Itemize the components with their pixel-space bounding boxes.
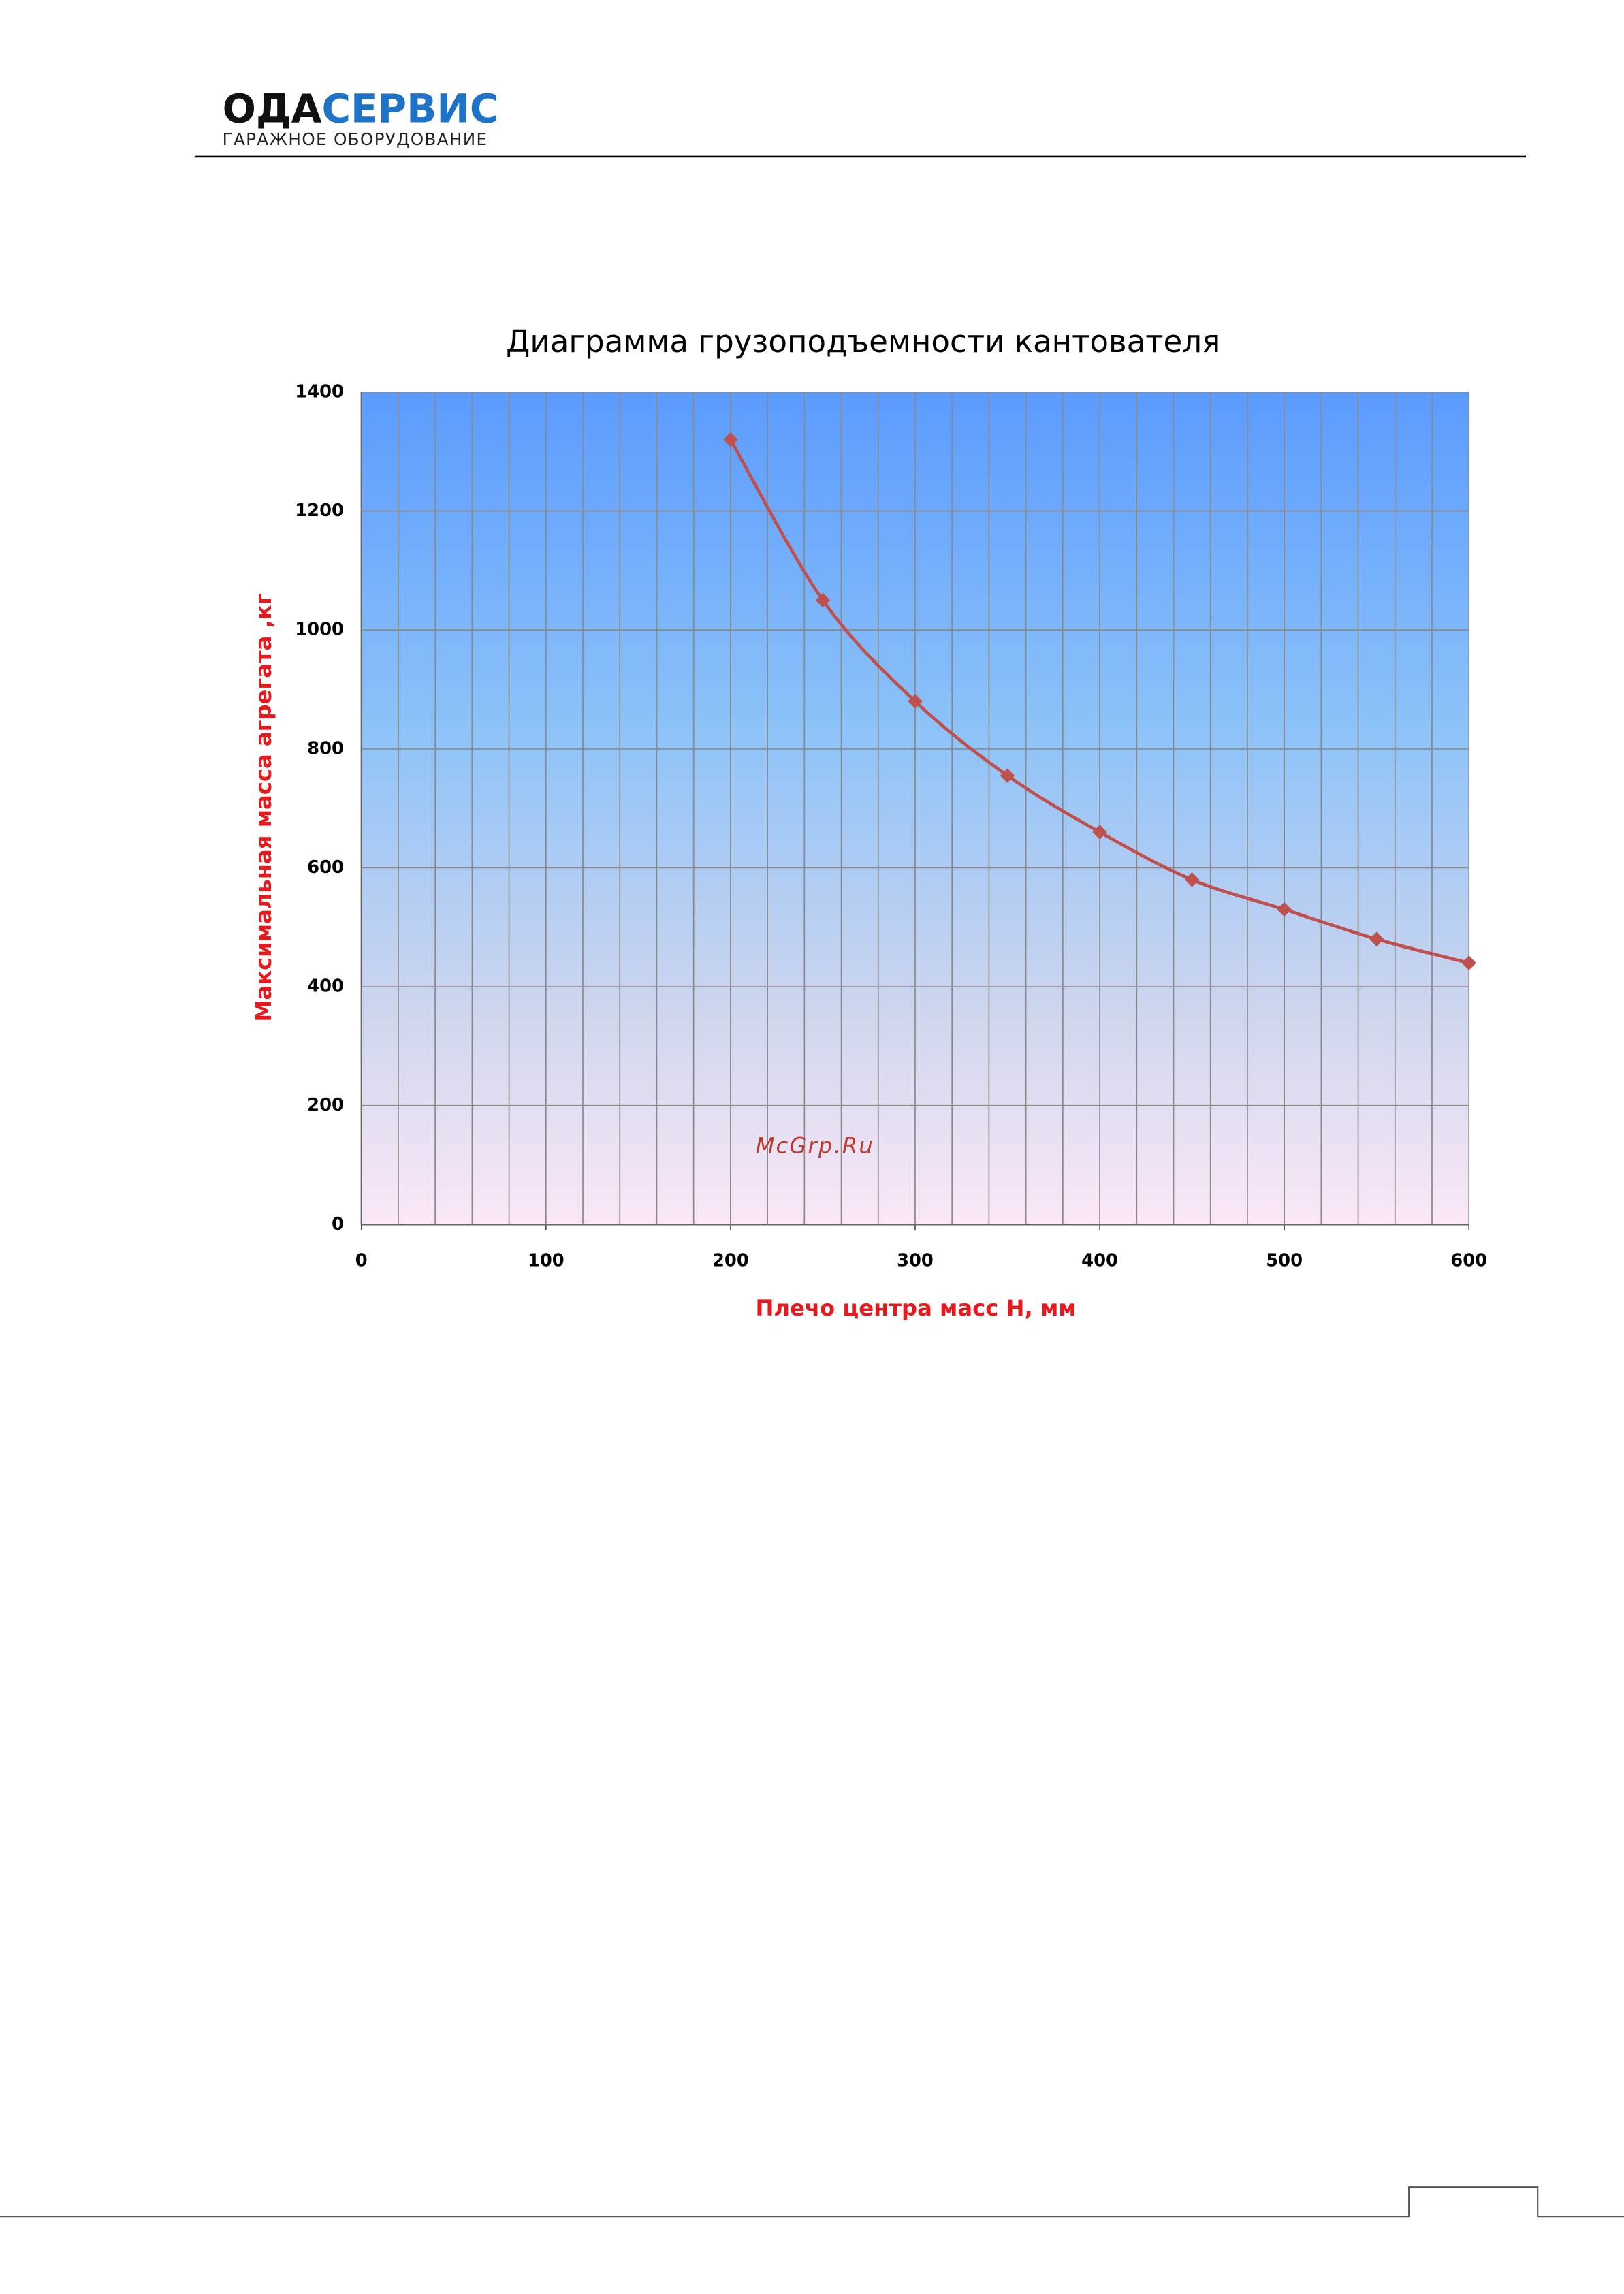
footer-rule bbox=[0, 2186, 1624, 2218]
y-tick-label: 1200 bbox=[295, 500, 344, 521]
x-tick-label: 400 bbox=[1081, 1251, 1118, 1271]
x-tick-label: 500 bbox=[1266, 1251, 1303, 1271]
plot: 0 200 400 600 800 1000 1200 1400 0 100 200 300 400 50… bbox=[295, 381, 1487, 1271]
data-point bbox=[1369, 931, 1384, 946]
logo: ОДАСЕРВИС bbox=[223, 85, 499, 131]
y-tick-label: 800 bbox=[307, 738, 344, 759]
data-point bbox=[723, 432, 738, 447]
watermark: McGrp.Ru bbox=[756, 1132, 874, 1158]
y-tick-label: 1000 bbox=[295, 620, 344, 640]
y-tick-label: 200 bbox=[307, 1095, 344, 1115]
data-point bbox=[815, 592, 831, 608]
x-tick-label: 0 bbox=[355, 1251, 368, 1271]
y-axis-label: Максимальная масса агрегата ,кг bbox=[251, 593, 276, 1021]
y-tick-label: 400 bbox=[307, 976, 344, 997]
data-point bbox=[1461, 955, 1476, 970]
x-axis-label: Плечо центра масс H, мм bbox=[755, 1295, 1076, 1321]
y-tick-label: 600 bbox=[307, 857, 344, 878]
x-tick-label: 600 bbox=[1450, 1251, 1487, 1271]
chart-title: Диаграмма грузоподъемности кантователя bbox=[506, 323, 1220, 360]
y-tick-label: 0 bbox=[332, 1214, 344, 1234]
x-tick-label: 200 bbox=[712, 1251, 749, 1271]
data-point bbox=[1184, 872, 1200, 887]
logo-subtitle: ГАРАЖНОЕ ОБОРУДОВАНИЕ bbox=[223, 129, 488, 149]
logo-blue: СЕРВИС bbox=[321, 85, 498, 131]
data-point bbox=[1092, 825, 1107, 840]
data-line bbox=[729, 439, 1469, 965]
x-tick-label: 300 bbox=[897, 1251, 934, 1271]
y-tick-label: 1400 bbox=[295, 381, 344, 402]
x-tick-label: 100 bbox=[528, 1251, 564, 1271]
data-point bbox=[1000, 768, 1015, 783]
logo-dark: ОДА bbox=[223, 85, 322, 131]
